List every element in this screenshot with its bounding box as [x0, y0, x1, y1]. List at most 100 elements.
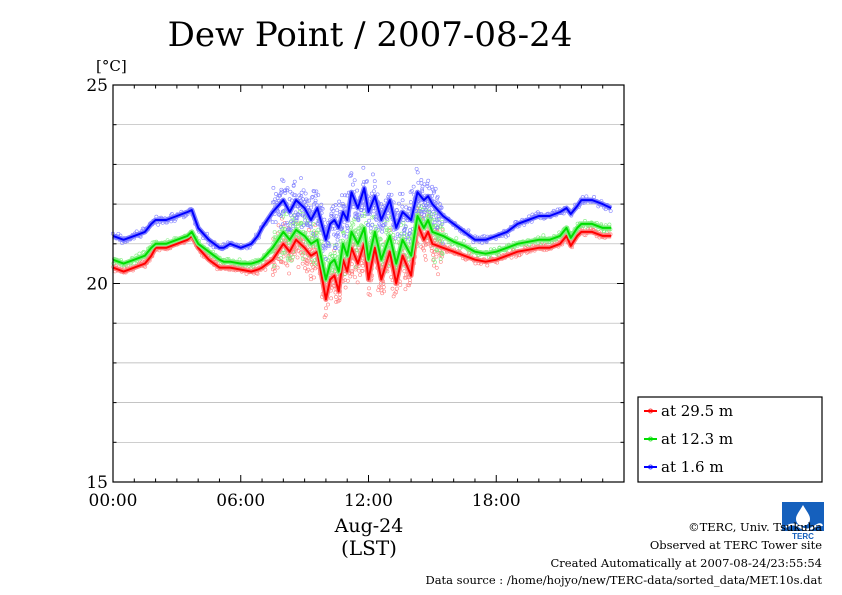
scatter-point: [402, 275, 407, 280]
scatter-point: [439, 205, 444, 210]
scatter-point: [356, 216, 361, 221]
scatter-point: [485, 263, 490, 268]
legend-marker: [648, 408, 653, 414]
x-axis-ticks: 00:00 06:00 12:00 18:00: [89, 85, 625, 511]
scatter-point: [312, 275, 316, 280]
scatter-point: [434, 265, 439, 270]
scatter-point: [324, 306, 328, 311]
scatter-point: [314, 193, 318, 198]
x-tick-label: 00:00: [89, 491, 138, 511]
scatter-point: [439, 239, 444, 244]
scatter-point: [358, 273, 362, 277]
scatter-point: [297, 212, 301, 217]
scatter-point: [379, 202, 384, 207]
scatter-point: [407, 281, 412, 285]
scatter-point: [431, 253, 436, 257]
legend: at 29.5 m at 12.3 m at 1.6 m: [637, 396, 823, 483]
scatter-point: [299, 176, 303, 181]
scatter-point: [337, 296, 342, 300]
scatter-point: [368, 293, 372, 297]
scatter-point: [285, 188, 289, 193]
scatter-point: [395, 286, 399, 291]
scatter-point: [423, 257, 428, 262]
scatter-point: [319, 202, 324, 207]
scatter-point: [408, 278, 412, 283]
scatter-point: [282, 250, 287, 255]
scatter-point: [356, 230, 360, 235]
scatter-point: [403, 224, 408, 229]
scatter-point: [426, 178, 431, 183]
scatter-point: [394, 290, 398, 295]
scatter-point: [326, 243, 330, 248]
scatter-point: [282, 188, 287, 193]
scatter-point: [401, 220, 406, 225]
scatter-point: [309, 205, 314, 210]
scatter-point: [298, 250, 303, 255]
scatter-point: [382, 289, 386, 294]
scatter-point: [420, 189, 425, 194]
scatter-point: [291, 255, 295, 259]
scatter-point: [371, 189, 376, 194]
scatter-point: [296, 212, 300, 217]
scatter-point: [156, 222, 161, 227]
scatter-point: [461, 239, 466, 243]
scatter-point: [371, 172, 375, 177]
scatter-point: [416, 180, 421, 185]
scatter-point: [400, 198, 405, 203]
scatter-point: [342, 220, 347, 225]
scatter-point: [436, 272, 440, 277]
scatter-point: [424, 205, 429, 210]
scatter-point: [323, 246, 328, 251]
logo-text: TERC: [792, 532, 814, 540]
scatter-point: [313, 198, 318, 203]
scatter-point: [438, 257, 443, 261]
x-axis-label: Aug-24: [334, 515, 404, 537]
scatter-point: [303, 199, 308, 204]
scatter-at-29-5-m: [111, 206, 613, 320]
scatter-point: [406, 235, 411, 240]
scatter-point: [288, 227, 293, 232]
legend-label: at 1.6 m: [661, 458, 724, 476]
scatter-point: [434, 217, 439, 222]
scatter-point: [435, 194, 440, 199]
scatter-point: [436, 216, 441, 221]
legend-marker: [648, 436, 653, 442]
scatter-point: [291, 183, 296, 188]
scatter-point: [433, 186, 438, 191]
scatter-point: [285, 263, 290, 268]
scatter-point: [402, 269, 407, 274]
scatter-point: [330, 254, 335, 258]
scatter-point: [331, 208, 336, 213]
scatter-point: [285, 222, 290, 227]
scatter-point: [270, 273, 275, 277]
footer-created: Created Automatically at 2007-08-24/23:5…: [550, 556, 823, 570]
scatter-point: [389, 192, 394, 197]
scatter-point: [341, 231, 346, 236]
scatter-point: [320, 206, 325, 211]
scatter-point: [372, 179, 377, 184]
scatter-point: [342, 233, 346, 238]
scatter-point: [327, 243, 332, 248]
x-tick-label: 06:00: [216, 491, 265, 511]
scatter-point: [380, 226, 385, 231]
scatter-point: [362, 214, 367, 218]
scatter-point: [332, 248, 337, 253]
y-tick-label: 25: [86, 76, 108, 96]
scatter-point: [386, 180, 391, 185]
scatter-point: [407, 283, 411, 288]
scatter-point: [310, 268, 315, 273]
scatter-point: [336, 234, 341, 239]
scatter-point: [356, 217, 361, 222]
legend-label: at 29.5 m: [661, 402, 733, 420]
scatter-point: [343, 285, 348, 290]
scatter-point: [295, 255, 300, 260]
scatter-point: [292, 252, 297, 256]
scatter-point: [367, 286, 371, 291]
scatter-point: [440, 227, 445, 231]
scatter-point: [432, 263, 436, 268]
scatter-point: [349, 171, 354, 176]
scatter-point: [437, 202, 442, 206]
scatter-point: [350, 182, 355, 187]
scatter-point: [313, 200, 318, 205]
